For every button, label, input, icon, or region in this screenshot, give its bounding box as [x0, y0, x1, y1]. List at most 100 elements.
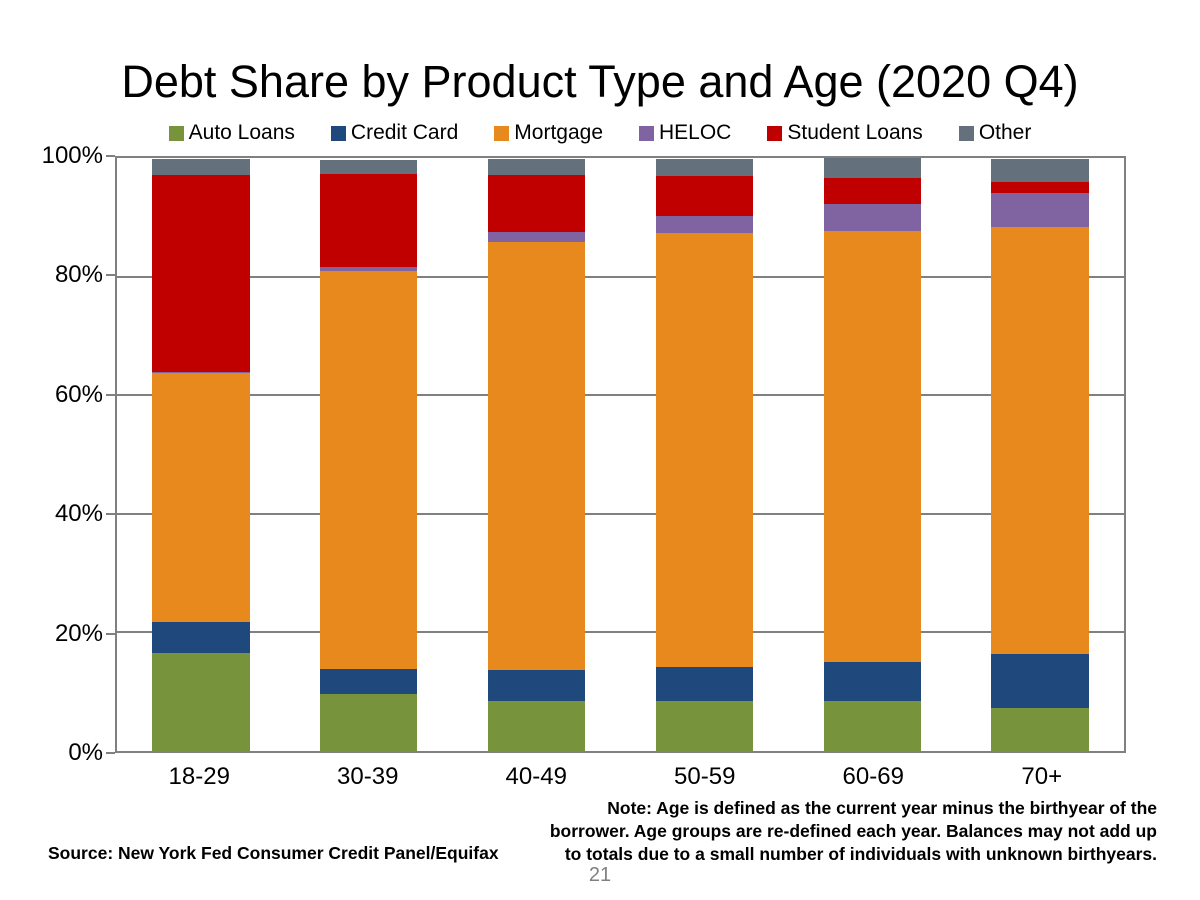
bar-segment-heloc: [991, 193, 1089, 228]
bar-segment-mortgage: [487, 241, 586, 670]
gridline-40%: [117, 512, 1124, 515]
legend-label: HELOC: [659, 121, 732, 144]
footnote-line: to totals due to a small number of indiv…: [564, 844, 1157, 864]
bar-segment-auto-loans: [655, 700, 754, 751]
plot-area: [115, 156, 1126, 753]
bar-slot-60-69: [788, 158, 956, 751]
x-tick-label: 70+: [1021, 763, 1063, 790]
legend-item-other: Other: [958, 121, 1032, 145]
chart-title: Debt Share by Product Type and Age (2020…: [121, 56, 1079, 107]
legend-item-heloc: HELOC: [639, 121, 731, 145]
bar-segment-other: [320, 160, 418, 175]
gridline-80%: [117, 275, 1124, 278]
footnote-line: borrower. Age groups are re-defined each…: [549, 821, 1157, 841]
y-tick-mark: [106, 632, 115, 635]
bar-segment-other: [655, 158, 754, 177]
legend-swatch-icon: [330, 125, 346, 141]
footnote-line: Note: Age is defined as the current year…: [607, 798, 1157, 818]
bars-row: [117, 158, 1124, 751]
legend-label: Mortgage: [514, 121, 603, 144]
page-number: 21: [588, 864, 612, 886]
bar-segment-auto-loans: [152, 652, 250, 751]
y-tick-label: 40%: [54, 500, 103, 528]
y-tick-mark: [106, 752, 115, 754]
y-tick-mark: [106, 274, 115, 277]
x-tick-label: 18-29: [168, 763, 230, 790]
bar-segment-student-loans: [152, 175, 250, 372]
bar-30-39: [320, 158, 418, 751]
legend-label: Credit Card: [350, 121, 459, 144]
legend-swatch-icon: [168, 125, 184, 141]
y-tick-mark: [106, 513, 115, 516]
bar-segment-auto-loans: [991, 707, 1089, 751]
bar-segment-mortgage: [655, 233, 754, 668]
legend-swatch-icon: [494, 125, 510, 141]
bar-segment-other: [487, 158, 586, 175]
y-tick-label: 80%: [54, 261, 103, 289]
bar-segment-heloc: [823, 204, 921, 231]
bar-segment-student-loans: [991, 181, 1089, 194]
bar-70+: [991, 158, 1089, 751]
bar-segment-other: [823, 158, 921, 179]
y-tick-label: 20%: [54, 619, 103, 647]
bar-segment-mortgage: [823, 230, 921, 663]
bar-18-29: [152, 158, 250, 751]
bar-segment-credit-card: [152, 622, 250, 653]
x-tick-label: 60-69: [842, 763, 904, 790]
x-tick-label: 30-39: [337, 763, 399, 790]
bar-40-49: [487, 158, 586, 751]
legend-swatch-icon: [639, 125, 654, 141]
bar-60-69: [823, 158, 921, 751]
bar-segment-student-loans: [487, 174, 586, 232]
bar-slot-18-29: [117, 158, 285, 751]
legend-item-credit-card: Credit Card: [330, 121, 459, 145]
bar-segment-auto-loans: [487, 700, 586, 751]
bar-segment-credit-card: [655, 667, 754, 701]
bar-slot-30-39: [285, 158, 453, 751]
bar-segment-heloc: [655, 215, 754, 234]
legend-item-auto-loans: Auto Loans: [168, 121, 295, 145]
legend: Auto Loans Credit Card Mortgage HELOC Studen…: [0, 121, 1200, 145]
bar-segment-student-loans: [655, 176, 754, 216]
legend-label: Auto Loans: [188, 121, 295, 144]
bar-segment-heloc: [487, 231, 586, 242]
bar-segment-student-loans: [320, 174, 418, 268]
bar-segment-other: [152, 158, 250, 176]
gridline-20%: [117, 631, 1124, 634]
legend-item-student-loans: Student Loans: [767, 121, 923, 145]
bar-segment-credit-card: [991, 654, 1089, 708]
legend-swatch-icon: [767, 125, 783, 141]
legend-label: Student Loans: [787, 121, 923, 144]
bar-segment-auto-loans: [823, 700, 921, 751]
y-tick-label: 0%: [68, 739, 103, 766]
bar-slot-50-59: [620, 158, 788, 751]
x-tick-label: 40-49: [505, 763, 567, 790]
footnote: Note: Age is defined as the current year…: [537, 797, 1157, 866]
bar-segment-mortgage: [320, 271, 418, 670]
bar-segment-student-loans: [823, 178, 921, 205]
bar-segment-credit-card: [320, 669, 418, 695]
bar-segment-auto-loans: [320, 694, 418, 751]
source-note: Source: New York Fed Consumer Credit Pan…: [48, 843, 499, 863]
legend-label: Other: [978, 121, 1032, 144]
bar-segment-heloc: [152, 371, 250, 373]
legend-item-mortgage: Mortgage: [494, 121, 603, 145]
bar-segment-mortgage: [991, 227, 1089, 655]
y-tick-mark: [106, 393, 115, 396]
bar-segment-heloc: [320, 267, 418, 272]
bar-segment-credit-card: [487, 669, 586, 701]
y-tick-label: 100%: [41, 142, 103, 169]
bar-segment-mortgage: [152, 372, 250, 623]
x-tick-label: 50-59: [674, 763, 736, 790]
y-tick-mark: [106, 155, 115, 157]
bar-segment-credit-card: [823, 662, 921, 701]
x-axis: 18-29 30-39 40-49 50-59 60-69 70+: [115, 763, 1126, 791]
bar-segment-other: [991, 158, 1089, 182]
bar-50-59: [655, 158, 754, 751]
y-tick-label: 60%: [54, 380, 103, 408]
bar-slot-70+: [956, 158, 1124, 751]
bar-slot-40-49: [453, 158, 621, 751]
gridline-60%: [117, 394, 1124, 397]
legend-swatch-icon: [958, 125, 974, 141]
